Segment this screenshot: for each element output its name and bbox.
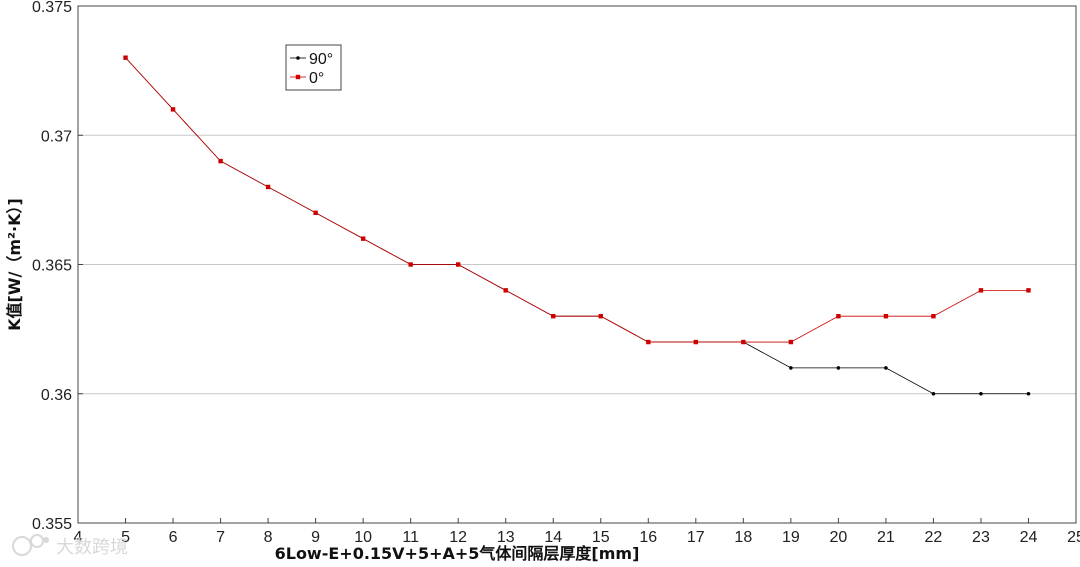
data-point	[123, 55, 128, 60]
y-tick-label: 0.375	[32, 0, 72, 16]
data-point	[789, 366, 793, 370]
x-tick-label: 24	[1020, 529, 1038, 546]
y-tick-label: 0.36	[41, 387, 72, 404]
series-group	[123, 55, 1031, 396]
data-point	[551, 314, 556, 319]
data-point	[931, 314, 936, 319]
data-point	[836, 366, 841, 370]
x-tick-label: 9	[311, 529, 320, 546]
y-tick-label: 0.365	[32, 258, 72, 275]
data-point	[788, 339, 794, 345]
legend-marker	[295, 74, 301, 80]
x-tick-label: 22	[925, 529, 943, 546]
x-tick-label: 23	[972, 529, 990, 546]
watermark-logo-icon	[12, 534, 49, 556]
data-point	[218, 158, 223, 164]
y-tick-label: 0.355	[32, 516, 72, 533]
data-point	[741, 339, 746, 345]
x-tick-label: 25	[1067, 529, 1080, 546]
series-2	[123, 55, 1031, 345]
data-point	[978, 288, 984, 293]
legend-box	[285, 44, 342, 91]
x-tick-label: 13	[497, 529, 515, 546]
data-point	[1026, 288, 1031, 293]
legend-item-2: 0°	[290, 70, 324, 87]
watermark-text: 大数跨境	[56, 537, 128, 558]
x-tick-label: 19	[782, 529, 800, 546]
x-tick-label: 7	[216, 529, 225, 546]
x-tick-label: 8	[264, 529, 273, 546]
series-line	[125, 57, 1029, 343]
axis-ticks: 0.355 0.36 0.365 0.37 0.375 4 5 6 7 8 9 10 11 12 13 14 1…	[32, 0, 1080, 546]
x-tick-label: 20	[829, 529, 847, 546]
data-point	[883, 314, 889, 319]
data-point	[884, 366, 888, 370]
x-tick-label: 6	[169, 529, 178, 546]
x-tick-label: 17	[687, 529, 705, 546]
legend-marker	[296, 56, 300, 60]
data-point	[360, 236, 366, 241]
data-point	[836, 314, 841, 319]
data-point	[1026, 391, 1031, 396]
data-point	[693, 339, 699, 345]
data-point	[931, 391, 936, 396]
x-tick-label: 11	[402, 529, 419, 546]
data-point	[408, 262, 413, 267]
data-point	[646, 339, 651, 345]
x-tick-label: 16	[639, 529, 657, 546]
watermark: 大数跨境	[12, 534, 128, 558]
x-tick-label: 21	[877, 529, 895, 546]
data-point	[313, 210, 318, 215]
x-tick-label: 18	[734, 529, 752, 546]
x-tick-label: 5	[121, 529, 130, 546]
x-tick-label: 15	[592, 529, 610, 546]
grid-lines	[78, 134, 1076, 395]
y-axis-title: K值[W/（m²·K）]	[5, 198, 24, 331]
x-axis-title: 6Low-E+0.15V+5+A+5气体间隔层厚度[mm]	[275, 544, 640, 563]
legend-label: 0°	[309, 70, 324, 87]
x-tick-label: 10	[354, 529, 372, 546]
data-point	[503, 288, 508, 293]
legend-item-1: 90°	[290, 51, 333, 68]
data-point	[170, 107, 176, 112]
x-tick-label: 14	[544, 529, 562, 546]
legend-label: 90°	[309, 51, 333, 68]
data-point	[598, 314, 603, 319]
legend: 90°0°	[285, 44, 342, 91]
data-point	[265, 184, 271, 190]
data-point	[455, 262, 461, 267]
x-tick-label: 4	[74, 529, 83, 546]
series-line	[125, 57, 1029, 395]
x-tick-label: 12	[449, 529, 467, 546]
series-1	[123, 55, 1031, 396]
y-tick-label: 0.37	[41, 128, 72, 145]
data-point	[979, 391, 983, 396]
